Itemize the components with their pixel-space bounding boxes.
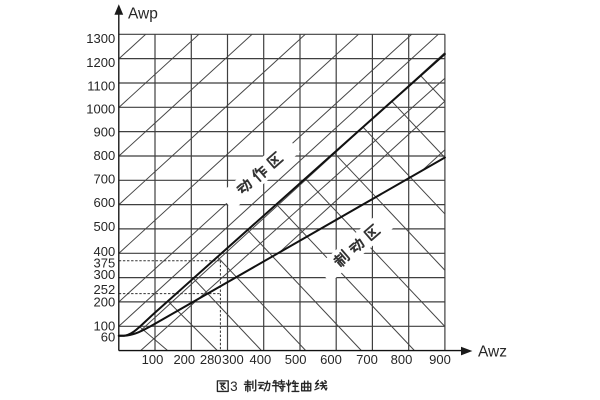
- svg-text:700: 700: [356, 352, 378, 367]
- svg-text:800: 800: [93, 148, 115, 163]
- svg-text:1000: 1000: [86, 102, 115, 117]
- svg-text:200: 200: [173, 352, 195, 367]
- svg-text:3: 3: [230, 379, 238, 394]
- svg-text:400: 400: [250, 352, 272, 367]
- svg-text:1300: 1300: [86, 31, 115, 46]
- svg-text:600: 600: [93, 195, 115, 210]
- svg-text:1100: 1100: [87, 78, 115, 93]
- svg-text:900: 900: [429, 352, 451, 367]
- svg-text:Awz: Awz: [478, 344, 507, 361]
- svg-text:800: 800: [391, 352, 413, 367]
- svg-text:252: 252: [93, 282, 115, 297]
- svg-text:500: 500: [93, 219, 115, 234]
- svg-text:900: 900: [93, 125, 115, 140]
- svg-text:200: 200: [93, 294, 115, 309]
- svg-text:60: 60: [101, 329, 115, 344]
- svg-text:700: 700: [93, 172, 115, 187]
- svg-text:Awp: Awp: [128, 6, 158, 23]
- svg-text:100: 100: [142, 352, 164, 367]
- svg-text:400: 400: [93, 244, 115, 259]
- svg-text:375: 375: [93, 255, 115, 270]
- svg-text:300: 300: [222, 352, 244, 367]
- svg-text:100: 100: [93, 319, 115, 334]
- svg-text:1200: 1200: [86, 55, 115, 70]
- svg-text:500: 500: [285, 352, 307, 367]
- svg-text:280: 280: [200, 352, 222, 367]
- svg-text:600: 600: [320, 352, 342, 367]
- svg-text:300: 300: [93, 267, 115, 282]
